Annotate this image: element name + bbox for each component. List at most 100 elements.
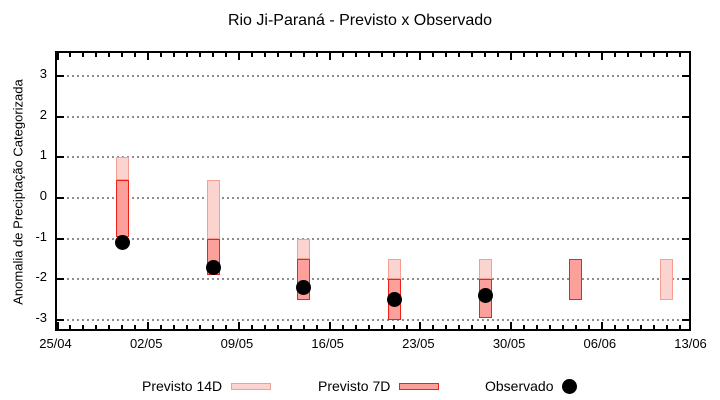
y-tick xyxy=(57,197,64,199)
x-tick xyxy=(536,325,539,329)
x-tick xyxy=(341,53,344,57)
x-tick xyxy=(341,325,344,329)
y-tick-label: -3 xyxy=(35,310,47,325)
observado-swatch-dot xyxy=(562,378,578,394)
x-tick xyxy=(95,53,98,57)
x-tick xyxy=(523,53,526,57)
y-tick-label: -1 xyxy=(35,228,47,244)
x-tick xyxy=(82,53,85,57)
x-tick-label: 13/06 xyxy=(674,336,707,351)
y-gridline xyxy=(57,319,689,321)
x-tick xyxy=(224,53,227,57)
y-gridline xyxy=(57,156,689,159)
x-tick xyxy=(69,325,72,329)
x-tick xyxy=(380,53,383,57)
x-tick xyxy=(510,322,513,329)
y-tick xyxy=(682,237,689,240)
x-tick xyxy=(173,325,176,329)
x-tick xyxy=(639,53,642,57)
previsto14-swatch xyxy=(231,382,272,390)
x-tick xyxy=(587,325,590,329)
x-tick-label: 06/06 xyxy=(583,336,617,351)
y-tick-label: 2 xyxy=(39,106,47,122)
x-tick xyxy=(69,53,72,57)
x-tick-label: 02/05 xyxy=(129,336,163,351)
x-tick xyxy=(497,53,500,57)
y-tick xyxy=(57,319,64,321)
x-tick xyxy=(315,325,318,329)
legend-label-previsto-7d: Previsto 7D xyxy=(318,378,391,394)
y-tick xyxy=(682,74,689,77)
x-tick xyxy=(523,325,526,329)
observado-dot xyxy=(386,292,402,308)
x-tick xyxy=(613,325,616,329)
x-tick xyxy=(639,325,642,329)
x-tick xyxy=(665,53,668,57)
x-tick xyxy=(328,53,331,60)
x-tick xyxy=(393,53,396,57)
x-tick xyxy=(600,322,603,329)
previsto14-bar xyxy=(387,259,401,280)
previsto7-bar xyxy=(569,259,583,300)
x-tick xyxy=(224,325,227,329)
y-tick xyxy=(57,74,64,77)
x-tick xyxy=(263,53,266,57)
x-tick xyxy=(380,325,383,329)
x-tick xyxy=(445,53,448,57)
x-tick-label: 09/05 xyxy=(220,336,254,351)
x-tick xyxy=(57,322,59,329)
chart-title: Rio Ji-Paraná - Previsto x Observado xyxy=(227,12,493,29)
y-tick xyxy=(57,278,64,281)
x-tick xyxy=(250,325,253,329)
x-tick xyxy=(626,53,629,57)
x-tick xyxy=(160,325,163,329)
observado-dot xyxy=(477,288,493,304)
legend-label-previsto-14d: Previsto 14D xyxy=(142,378,223,394)
x-tick xyxy=(186,53,189,57)
x-tick xyxy=(574,53,577,57)
x-tick xyxy=(536,53,539,57)
y-tick-label: -2 xyxy=(35,269,47,285)
y-tick xyxy=(682,197,689,199)
legend-item-observado: Observado xyxy=(485,377,578,395)
legend-item-previsto-14d: Previsto 14D xyxy=(142,377,272,395)
x-tick xyxy=(419,322,422,329)
x-tick xyxy=(367,53,370,57)
x-tick xyxy=(406,325,409,329)
x-tick xyxy=(237,53,240,60)
x-tick xyxy=(458,53,461,57)
x-tick xyxy=(263,325,266,329)
x-tick xyxy=(678,325,681,329)
x-tick xyxy=(354,53,357,57)
x-tick xyxy=(250,53,253,57)
x-tick xyxy=(289,53,292,57)
x-tick xyxy=(510,53,513,60)
x-tick xyxy=(574,325,577,329)
y-gridline xyxy=(57,197,689,199)
previsto7-bar xyxy=(115,179,129,237)
x-tick xyxy=(432,325,435,329)
x-tick xyxy=(121,53,124,57)
x-tick xyxy=(199,325,202,329)
y-tick xyxy=(57,115,64,118)
x-tick xyxy=(484,325,487,329)
x-tick xyxy=(108,53,111,57)
x-tick xyxy=(134,53,137,57)
x-tick xyxy=(121,325,124,329)
previsto14-bar xyxy=(297,238,311,259)
x-tick xyxy=(678,53,681,57)
y-tick-label: 0 xyxy=(39,188,47,203)
y-gridline xyxy=(57,237,689,240)
x-tick xyxy=(471,53,474,57)
previsto14-bar xyxy=(478,259,492,280)
previsto7-swatch xyxy=(399,382,440,390)
y-gridline xyxy=(57,115,689,118)
x-tick-label: 16/05 xyxy=(311,336,344,351)
y-tick xyxy=(57,237,64,240)
x-tick xyxy=(561,53,564,57)
x-tick xyxy=(212,325,215,329)
x-tick xyxy=(548,53,551,57)
plot-area xyxy=(55,51,691,331)
y-tick-label: 3 xyxy=(39,65,47,81)
